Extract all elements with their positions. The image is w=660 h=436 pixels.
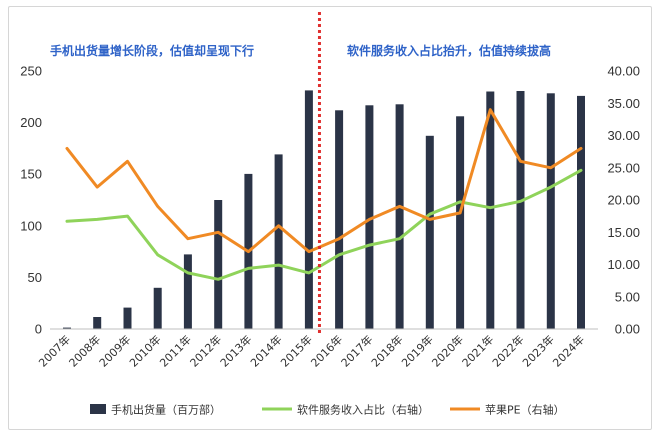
bar-2008年 [93,317,102,329]
left-tick-label: 50 [28,270,42,285]
x-tick-label: 2020年 [429,332,466,369]
left-tick-label: 200 [20,115,42,130]
bar-2011年 [183,254,192,329]
right-tick-label: 15.00 [607,225,640,240]
right-tick-label: 0.00 [615,322,640,337]
x-tick-label: 2022年 [489,332,526,369]
bar-2023年 [546,93,555,329]
x-tick-label: 2023年 [519,332,556,369]
bar-2007年 [63,327,71,329]
left-tick-label: 0 [35,322,42,337]
bar-2009年 [123,307,132,329]
line-apple-pe [65,108,583,254]
right-tick-label: 40.00 [607,64,640,79]
x-tick-label: 2007年 [36,332,73,369]
legend-swatch-shipments [90,404,106,414]
bar-2021年 [486,91,495,329]
bar-series-shipments [63,90,585,330]
x-axis-ticks: 2007年2008年2009年2010年2011年2012年2013年2014年… [36,332,587,369]
right-tick-label: 30.00 [607,128,640,143]
line-software-share [65,168,583,281]
x-tick-label: 2012年 [187,332,224,369]
legend-label: 苹果PE（右轴） [485,403,565,417]
right-tick-label: 5.00 [615,289,640,304]
x-tick-label: 2010年 [126,332,163,369]
x-tick-label: 2024年 [550,332,587,369]
x-tick-label: 2014年 [247,332,284,369]
x-tick-label: 2009年 [96,332,133,369]
bar-2018年 [395,104,404,329]
right-tick-label: 20.00 [607,193,640,208]
bar-2017年 [365,105,374,329]
right-tick-label: 10.00 [607,257,640,272]
x-tick-label: 2013年 [217,332,254,369]
x-tick-label: 2016年 [308,332,345,369]
right-tick-label: 25.00 [607,160,640,175]
bar-2024年 [577,95,585,330]
right-tick-label: 35.00 [607,96,640,111]
right-axis-ticks: 0.00 5.00 10.00 15.00 20.00 25.00 30.00 35.00 40… [607,64,640,337]
x-tick-label: 2019年 [398,332,435,369]
legend-label: 软件服务收入占比（右轴） [297,403,429,417]
bar-2019年 [425,135,434,329]
bar-2012年 [214,200,223,329]
bar-2010年 [153,287,162,329]
bar-2016年 [335,110,344,329]
bar-2015年 [304,90,313,330]
annotation-right: 软件服务收入占比抬升，估值持续拔高 [347,43,551,58]
x-tick-label: 2015年 [278,332,315,369]
bar-2014年 [274,154,283,329]
legend: 手机出货量（百万部） 软件服务收入占比（右轴） 苹果PE（右轴） [90,403,565,417]
bar-2022年 [516,91,525,329]
x-tick-label: 2011年 [157,332,194,369]
x-tick-label: 2021年 [459,332,496,369]
left-tick-label: 100 [20,218,42,233]
line-series-group [65,108,583,281]
x-tick-label: 2017年 [338,332,375,369]
left-tick-label: 150 [20,167,42,182]
chart-frame [8,6,652,430]
legend-label: 手机出货量（百万部） [111,403,221,417]
annotation-left: 手机出货量增长阶段，估值却呈现下行 [50,43,254,58]
bar-2020年 [456,116,465,329]
x-tick-label: 2008年 [66,332,103,369]
left-axis-ticks: 0 50 100 150 200 250 [20,64,42,337]
left-tick-label: 250 [20,64,42,79]
x-tick-label: 2018年 [368,332,405,369]
